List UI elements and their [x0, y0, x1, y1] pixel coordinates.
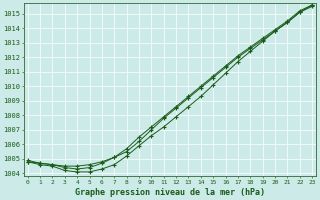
X-axis label: Graphe pression niveau de la mer (hPa): Graphe pression niveau de la mer (hPa) — [75, 188, 265, 197]
